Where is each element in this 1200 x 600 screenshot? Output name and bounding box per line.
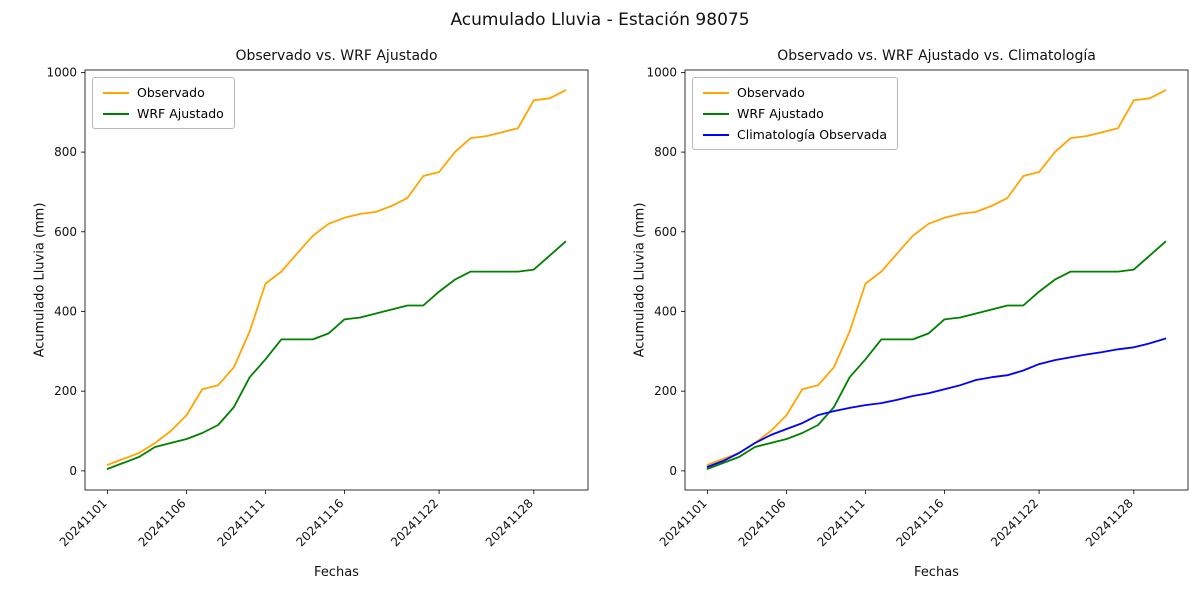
left-subplot: Observado vs. WRF Ajustado Acumulado Llu… bbox=[33, 48, 589, 580]
y-tick-label: 1000 bbox=[646, 65, 677, 79]
y-tick-label: 1000 bbox=[46, 65, 77, 79]
x-tick-label: 20241106 bbox=[136, 496, 189, 549]
series-line-wrf-ajustado bbox=[106, 240, 567, 470]
y-tick-label: 0 bbox=[669, 464, 677, 478]
y-tick-label: 600 bbox=[654, 225, 677, 239]
axes-frame bbox=[84, 69, 589, 491]
y-tick-label: 600 bbox=[54, 225, 77, 239]
x-tick-label: 20241101 bbox=[57, 496, 110, 549]
legend-line-swatch bbox=[703, 91, 729, 94]
axes-frame bbox=[684, 69, 1189, 491]
y-tick-label: 0 bbox=[69, 464, 77, 478]
legend-line-swatch bbox=[103, 112, 129, 115]
left-subplot-title: Observado vs. WRF Ajustado bbox=[235, 48, 438, 64]
legend: Observado WRF Ajustado Climatología Observ… bbox=[692, 77, 898, 150]
series-line-observado bbox=[106, 89, 567, 466]
x-tick-label: 20241116 bbox=[293, 496, 346, 549]
legend-item: Climatología Observada bbox=[703, 127, 887, 142]
legend-line-swatch bbox=[703, 133, 729, 136]
x-tick-label: 20241111 bbox=[215, 496, 268, 549]
x-tick-label: 20241116 bbox=[893, 496, 946, 549]
legend-item: Observado bbox=[703, 85, 887, 100]
legend-item: WRF Ajustado bbox=[103, 106, 224, 121]
legend: Observado WRF Ajustado bbox=[92, 77, 235, 129]
legend-label: Climatología Observada bbox=[737, 127, 887, 142]
y-tick-label: 800 bbox=[54, 145, 77, 159]
legend-label: WRF Ajustado bbox=[137, 106, 224, 121]
x-tick-label: 20241111 bbox=[815, 496, 868, 549]
legend-label: WRF Ajustado bbox=[737, 106, 824, 121]
x-tick-label: 20241122 bbox=[388, 496, 441, 549]
left-chart-canvas: 0 200 400 600 800 1000 20241101 20241106 2024111… bbox=[46, 65, 589, 549]
x-tick-label: 20241128 bbox=[1083, 496, 1136, 549]
legend-item: Observado bbox=[103, 85, 224, 100]
figure-title: Acumulado Lluvia - Estación 98075 bbox=[450, 10, 750, 30]
legend-item: WRF Ajustado bbox=[703, 106, 887, 121]
series-line-wrf-ajustado bbox=[706, 240, 1167, 470]
y-tick-label: 200 bbox=[54, 384, 77, 398]
right-subplot: Observado vs. WRF Ajustado vs. Climatolo… bbox=[600, 0, 1200, 600]
legend-line-swatch bbox=[103, 91, 129, 94]
legend-label: Observado bbox=[737, 85, 805, 100]
x-tick-label: 20241101 bbox=[657, 496, 710, 549]
legend-line-swatch bbox=[703, 112, 729, 115]
series-line-observado bbox=[706, 89, 1167, 466]
y-tick-label: 400 bbox=[654, 304, 677, 318]
right-subplot-title: Observado vs. WRF Ajustado vs. Climatolo… bbox=[777, 48, 1096, 64]
x-tick-label: 20241128 bbox=[483, 496, 536, 549]
left-x-axis-label: Fechas bbox=[314, 565, 359, 580]
y-tick-label: 400 bbox=[54, 304, 77, 318]
legend-label: Observado bbox=[137, 85, 205, 100]
right-x-axis-label: Fechas bbox=[914, 565, 959, 580]
x-tick-label: 20241122 bbox=[988, 496, 1041, 549]
series-line-climatolog-a-observada bbox=[706, 337, 1167, 468]
y-tick-label: 800 bbox=[654, 145, 677, 159]
y-tick-label: 200 bbox=[654, 384, 677, 398]
right-chart-canvas: 0 200 400 600 800 1000 20241101 20241106 2024111… bbox=[646, 65, 1189, 549]
x-tick-label: 20241106 bbox=[736, 496, 789, 549]
